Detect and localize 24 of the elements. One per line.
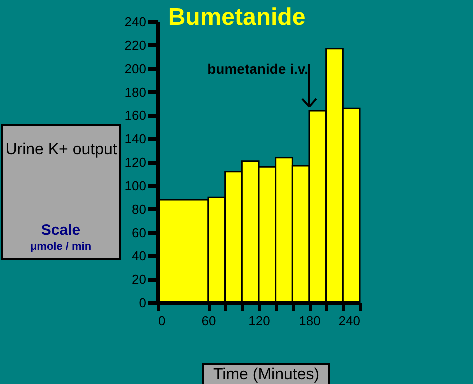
y-tick-label: 220 [124, 38, 146, 53]
y-tick-label: 180 [124, 84, 146, 100]
annotation: bumetanide i.v. [208, 61, 308, 77]
x-tick-label: 0 [158, 314, 166, 328]
y-tick-label: 60 [132, 225, 146, 240]
x-tick-label: 60 [202, 314, 216, 328]
chart-title: Bumetanide [168, 4, 306, 31]
y-tick-label: 0 [139, 296, 146, 310]
text: μmole / min [30, 241, 92, 253]
y-tick-label: 100 [124, 178, 146, 194]
text: Scale [41, 222, 81, 239]
x-tick-label: 240 [338, 314, 360, 328]
y-tick-label: 20 [132, 272, 146, 288]
y-tick-label: 120 [124, 155, 146, 170]
y-tick-label: 140 [124, 132, 146, 147]
y-tick-label: 80 [132, 202, 146, 217]
x-axis-title: Time (Minutes) [213, 366, 320, 384]
x-tick-label: 180 [299, 314, 321, 328]
y-tick-label: 240 [124, 14, 146, 30]
x-tick-label: 120 [248, 314, 270, 328]
y-tick-label: 160 [124, 108, 146, 124]
y-tick-label: 40 [132, 248, 146, 264]
y-axis-title: Urine K+ output [6, 142, 118, 158]
y-tick-label: 200 [124, 61, 146, 76]
